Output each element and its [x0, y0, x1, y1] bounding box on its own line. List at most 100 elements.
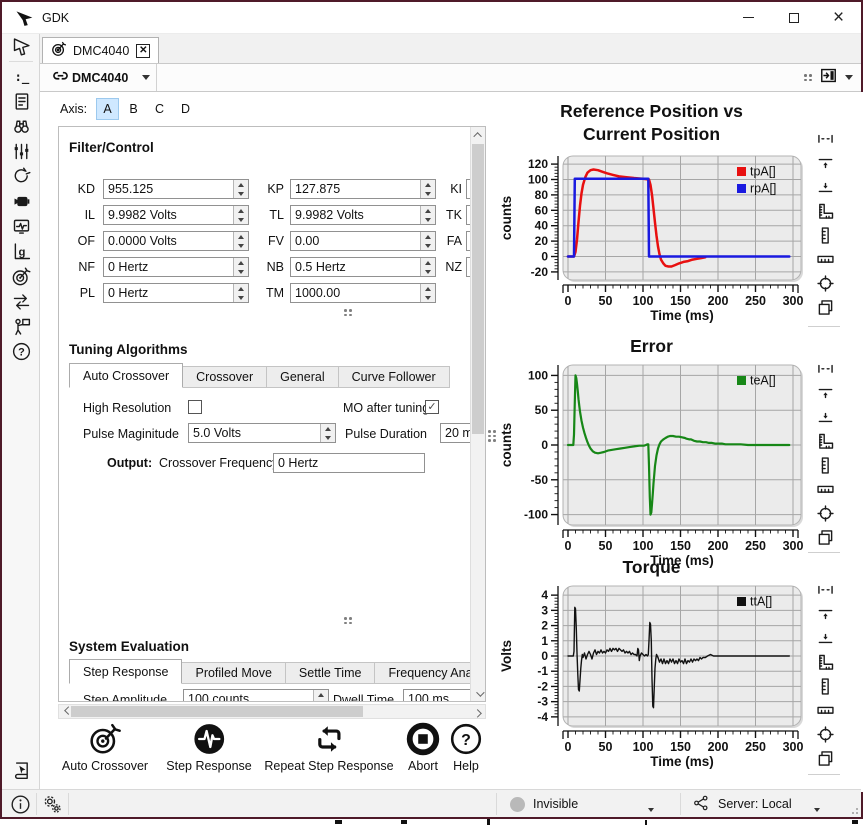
ruler-vertical-icon[interactable]: [812, 224, 838, 246]
script-editor-icon[interactable]: [2, 758, 40, 783]
drag-handle-icon[interactable]: [804, 74, 812, 81]
panel-horizontal-scrollbar[interactable]: [58, 704, 486, 719]
vertical-scroll-thumb[interactable]: [472, 144, 484, 434]
ruler-corner-icon[interactable]: [812, 651, 838, 673]
evaluation-tab-profiled-move[interactable]: Profiled Move: [182, 662, 286, 684]
param-spinbox-pl[interactable]: 0 Hertz: [103, 283, 249, 303]
chart-error[interactable]: teA[] -100 -50 0 50 100 0 50 100 150 200 250 300 Time…: [499, 359, 807, 570]
evaluation-tab-settle-time[interactable]: Settle Time: [285, 662, 376, 684]
tuning-sliders-icon[interactable]: [2, 139, 40, 164]
crosshair-icon[interactable]: [812, 272, 838, 294]
tuning-tab-general[interactable]: General: [267, 366, 339, 388]
minimize-button[interactable]: [726, 2, 771, 33]
ruler-corner-icon[interactable]: [812, 200, 838, 222]
snap-bottom-icon[interactable]: [812, 627, 838, 649]
param-spinbox-nb[interactable]: 0.5 Hertz: [290, 257, 436, 277]
scroll-right-arrow[interactable]: [471, 704, 486, 719]
scope-display-icon[interactable]: [2, 214, 40, 239]
ruler-corner-icon[interactable]: [812, 430, 838, 452]
ruler-horizontal-icon[interactable]: [812, 478, 838, 500]
tuning-tab-auto-crossover[interactable]: Auto Crossover: [69, 363, 184, 388]
step-amplitude-spinbox[interactable]: 100 counts: [183, 689, 329, 701]
ruler-vertical-icon[interactable]: [812, 675, 838, 697]
snap-bottom-icon[interactable]: [812, 176, 838, 198]
info-icon[interactable]: [8, 793, 32, 815]
tab-close-icon[interactable]: ✕: [136, 43, 151, 58]
resize-grip[interactable]: [848, 804, 858, 814]
panel-splitter-handle[interactable]: [488, 430, 496, 442]
splitter-handle[interactable]: [344, 309, 352, 316]
copy-chart-icon[interactable]: [812, 296, 838, 318]
copy-chart-icon[interactable]: [812, 747, 838, 769]
snap-bottom-icon[interactable]: [812, 406, 838, 428]
scope-probe-icon[interactable]: [2, 164, 40, 189]
param-spinbox-kd[interactable]: 955.125: [103, 179, 249, 199]
data-transfer-icon[interactable]: [2, 289, 40, 314]
evaluation-tab-step-response[interactable]: Step Response: [69, 659, 183, 684]
fit-horizontal-icon[interactable]: [812, 128, 838, 150]
snap-top-icon[interactable]: [812, 603, 838, 625]
panel-vertical-scrollbar[interactable]: [470, 127, 485, 701]
close-button[interactable]: ×: [816, 2, 861, 33]
fit-horizontal-icon[interactable]: [812, 579, 838, 601]
axis-option-d[interactable]: D: [180, 102, 191, 116]
param-spinbox-tm[interactable]: 1000.00: [290, 283, 436, 303]
snap-top-icon[interactable]: [812, 382, 838, 404]
dock-dropdown-arrow[interactable]: [845, 75, 853, 80]
copy-chart-icon[interactable]: [812, 526, 838, 548]
horizontal-scroll-thumb[interactable]: [71, 706, 363, 717]
axis-option-c[interactable]: C: [154, 102, 165, 116]
fit-horizontal-icon[interactable]: [812, 358, 838, 380]
param-spinbox-il[interactable]: 9.9982 Volts: [103, 205, 249, 225]
param-spinbox-tl[interactable]: 9.9982 Volts: [290, 205, 436, 225]
ruler-vertical-icon[interactable]: [812, 454, 838, 476]
visibility-dropdown-arrow[interactable]: [648, 808, 655, 812]
evaluation-tab-frequency-analysis[interactable]: Frequency Analysis: [375, 662, 472, 684]
pulse-magnitude-spinbox[interactable]: 5.0 Volts: [188, 423, 336, 443]
ruler-horizontal-icon[interactable]: [812, 699, 838, 721]
visibility-status[interactable]: Invisible: [510, 790, 655, 818]
tutorial-presenter-icon[interactable]: [2, 314, 40, 339]
axis-option-b[interactable]: B: [129, 102, 138, 116]
high-resolution-checkbox[interactable]: [188, 400, 202, 414]
abort-button[interactable]: Abort: [406, 720, 440, 773]
snap-top-icon[interactable]: [812, 152, 838, 174]
step-response-button[interactable]: Step Response: [166, 720, 252, 773]
dock-panel-icon[interactable]: [819, 66, 838, 90]
watch-binoculars-icon[interactable]: [2, 114, 40, 139]
param-spinbox-of[interactable]: 0.0000 Volts: [103, 231, 249, 251]
auto-crossover-button[interactable]: Auto Crossover: [62, 720, 148, 773]
tuning-tab-crossover[interactable]: Crossover: [183, 366, 268, 388]
crosshair-icon[interactable]: [812, 723, 838, 745]
plot-gallery-icon[interactable]: g: [2, 239, 40, 264]
maximize-button[interactable]: [771, 2, 816, 33]
tuning-tab-curve-follower[interactable]: Curve Follower: [338, 366, 450, 388]
help-action-button[interactable]: ? Help: [449, 720, 483, 773]
tab-dmc4040[interactable]: DMC4040 ✕: [42, 37, 160, 63]
settings-gears-icon[interactable]: [40, 793, 64, 815]
mo-after-tuning-checkbox[interactable]: ✓: [425, 400, 439, 414]
axis-option-a[interactable]: A: [96, 98, 119, 120]
server-status[interactable]: Server: Local: [692, 790, 820, 818]
param-spinbox-kp[interactable]: 127.875: [290, 179, 436, 199]
repeat-step-button[interactable]: Repeat Step Response: [264, 720, 394, 773]
server-dropdown-arrow[interactable]: [813, 808, 820, 812]
device-selector[interactable]: DMC4040: [45, 64, 157, 91]
crossover-frequency-field[interactable]: 0 Hertz: [273, 453, 425, 473]
param-spinbox-fv[interactable]: 0.00: [290, 231, 436, 251]
pulse-duration-spinbox[interactable]: 20 ms: [440, 423, 472, 443]
param-spinbox-nf[interactable]: 0 Hertz: [103, 257, 249, 277]
dwell-time-field[interactable]: 100 ms: [403, 689, 472, 701]
tuner-target-icon[interactable]: [2, 264, 40, 289]
memory-camera-icon[interactable]: [2, 189, 40, 214]
splitter-handle[interactable]: [344, 617, 352, 624]
terminal-icon[interactable]: :_: [2, 64, 40, 89]
scroll-down-arrow[interactable]: [471, 686, 486, 701]
pointer-send-icon[interactable]: [2, 34, 40, 59]
crosshair-icon[interactable]: [812, 502, 838, 524]
editor-document-icon[interactable]: [2, 89, 40, 114]
ruler-horizontal-icon[interactable]: [812, 248, 838, 270]
help-icon[interactable]: ?: [2, 339, 40, 364]
